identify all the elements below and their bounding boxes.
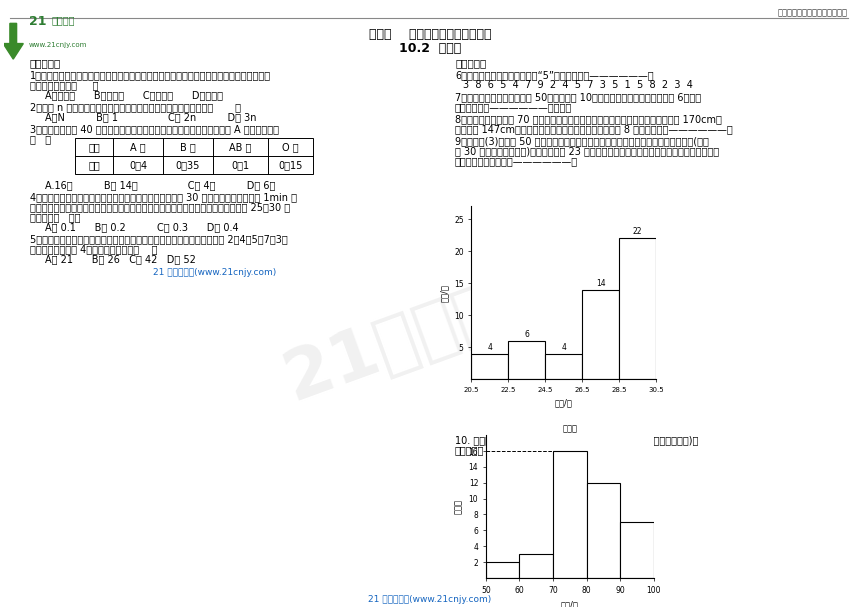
Text: 10. 如图是某班学生的一次考试成绩的频数分布直方图(每组数据含最小値，不含最大値)，: 10. 如图是某班学生的一次考试成绩的频数分布直方图(每组数据含最小値，不含最大… <box>455 435 698 445</box>
Text: 9．九年级(3)班共有 50 名同学，下图是该班一次体育模拟测试成绩的频数分布直方图(满分: 9．九年级(3)班共有 50 名同学，下图是该班一次体育模拟测试成绩的频数分布直… <box>455 136 709 146</box>
Bar <box>508 341 545 379</box>
Text: 8．对某中学同年龄的 70 名女学生的身高进行测量，得到一组数据，其中最大値是 170cm，: 8．对某中学同年龄的 70 名女学生的身高进行测量，得到一组数据，其中最大値是 … <box>455 114 722 124</box>
Text: A、 21      B、 26   C、 42   D、 52: A、 21 B、 26 C、 42 D、 52 <box>45 254 196 264</box>
Text: 中小学教育资源及组卷应用平台: 中小学教育资源及组卷应用平台 <box>778 8 848 17</box>
Bar <box>519 554 553 578</box>
Text: A、N          B、 1                C、 2n          D、 3n: A、N B、 1 C、 2n D、 3n <box>45 112 256 122</box>
Text: 6．在下面的一组数据中，数字“5”出现的频率是——————。: 6．在下面的一组数据中，数字“5”出现的频率是——————。 <box>455 70 654 80</box>
Bar <box>582 290 619 379</box>
Text: 4．某校为了了解九年级学生的体能情况，随机抽查了其中 30 名学生，测试了他们做 1min 仰: 4．某校为了了解九年级学生的体能情况，随机抽查了其中 30 名学生，测试了他们做… <box>30 192 297 202</box>
Text: 这组数据分成——————个小组。: 这组数据分成——————个小组。 <box>455 102 572 112</box>
Text: 14: 14 <box>596 279 605 288</box>
X-axis label: 成绩/分: 成绩/分 <box>561 600 579 607</box>
Bar <box>545 354 582 379</box>
Text: 4: 4 <box>562 343 566 352</box>
Text: B 型: B 型 <box>180 142 196 152</box>
Bar <box>75 138 313 174</box>
Text: 3．王老师对本班 40 名学生的血型作了统计，列出如下的统计表，则本班 A 型血的人数是: 3．王老师对本班 40 名学生的血型作了统计，列出如下的统计表，则本班 A 型血… <box>30 124 279 134</box>
Text: 若第一小组频数为 4，则数据总个数为（    ）: 若第一小组频数为 4，则数据总个数为（ ） <box>30 244 157 254</box>
Bar <box>471 354 508 379</box>
Text: 0．15: 0．15 <box>279 160 303 170</box>
Y-axis label: 学生数: 学生数 <box>454 499 463 514</box>
Text: 数据时，应采用（     ）: 数据时，应采用（ ） <box>30 80 99 90</box>
Text: 占全班人数的百分比是——————。: 占全班人数的百分比是——————。 <box>455 156 578 166</box>
Text: O 型: O 型 <box>282 142 298 152</box>
X-axis label: 成绩/分: 成绩/分 <box>555 399 573 407</box>
Y-axis label: 频数/人: 频数/人 <box>439 284 448 302</box>
Text: 6: 6 <box>525 330 529 339</box>
Text: 21 世纪教育网(www.21cnjy.com): 21 世纪教育网(www.21cnjy.com) <box>368 595 492 604</box>
Text: 3  8  6  5  4  7  9  2  4  5  7  3  5  1  5  8  2  3  4: 3 8 6 5 4 7 9 2 4 5 7 3 5 1 5 8 2 3 4 <box>463 80 693 90</box>
Text: 21世纪教育网: 21世纪教育网 <box>275 246 585 414</box>
Text: 0．1: 0．1 <box>231 160 249 170</box>
Text: 4: 4 <box>488 343 492 352</box>
Text: 0．35: 0．35 <box>175 160 200 170</box>
Text: A.16人          B、 14人                C、 4人          D、 6人: A.16人 B、 14人 C、 4人 D、 6人 <box>45 180 275 190</box>
Text: 组别: 组别 <box>88 142 100 152</box>
Text: 卧起坐的次数，并制成了如图所示的频数分布直方图，根据图示计算仰卧起坐次数在 25～30 次: 卧起坐的次数，并制成了如图所示的频数分布直方图，根据图示计算仰卧起坐次数在 25… <box>30 202 290 212</box>
Text: 最小値是 147cm，对这组数据进行整理时，打算把它分成 8 组，则组距是——————。: 最小値是 147cm，对这组数据进行整理时，打算把它分成 8 组，则组距是———… <box>455 124 733 134</box>
Text: 1．为了观察某一周天气的变化趋势，将每天的平均气温记录下来，对数据进行整理，在描述: 1．为了观察某一周天气的变化趋势，将每天的平均气温记录下来，对数据进行整理，在描… <box>30 70 271 80</box>
Bar <box>587 483 620 578</box>
Text: 5．频数分布直方图由几个小矩形组成，且从左到右五个小矩形的高的比为 2：4：5：7：3，: 5．频数分布直方图由几个小矩形组成，且从左到右五个小矩形的高的比为 2：4：5：… <box>30 234 288 244</box>
Text: 一、选择题: 一、选择题 <box>30 58 61 68</box>
Text: 世纪教育: 世纪教育 <box>52 15 75 25</box>
Bar <box>619 239 656 379</box>
Title: 学生数: 学生数 <box>562 424 577 433</box>
Bar <box>553 451 587 578</box>
Text: 0．4: 0．4 <box>129 160 147 170</box>
Text: 为 30 分，成绩均为整数)，若将不低于 23 分的成绩评为合格，则该班此次成绩达到合格的同学: 为 30 分，成绩均为整数)，若将不低于 23 分的成绩评为合格，则该班此次成绩… <box>455 146 719 156</box>
Text: A、条形图      B、折线图      C、扇形图      D、直方图: A、条形图 B、折线图 C、扇形图 D、直方图 <box>45 90 223 100</box>
Text: A 型: A 型 <box>130 142 146 152</box>
Text: A、 0.1      B、 0.2          C、 0.3      D、 0.4: A、 0.1 B、 0.2 C、 0.3 D、 0.4 <box>45 222 238 232</box>
FancyArrow shape <box>3 23 23 59</box>
Bar <box>620 523 654 578</box>
Text: 的频率是（   ）。: 的频率是（ ）。 <box>30 212 81 222</box>
Text: 21: 21 <box>29 15 46 28</box>
Text: 10.2  直方图: 10.2 直方图 <box>399 42 461 55</box>
Text: www.21cnjy.com: www.21cnjy.com <box>29 42 87 48</box>
Bar <box>486 562 519 578</box>
Text: （   ）: （ ） <box>30 134 51 144</box>
Text: 21 世纪教育网(www.21cnjy.com): 21 世纪教育网(www.21cnjy.com) <box>153 268 277 277</box>
Text: 二、填空题: 二、填空题 <box>455 58 486 68</box>
Text: 频率: 频率 <box>88 160 100 170</box>
Text: 22: 22 <box>633 228 642 237</box>
Text: 7．已知一组数据的最大値是 50，最小値是 10，在列频数分布时，若取组距为 6，应把: 7．已知一组数据的最大値是 50，最小値是 10，在列频数分布时，若取组距为 6… <box>455 92 701 102</box>
Text: 第十章    数据的收集、整理与描述: 第十章 数据的收集、整理与描述 <box>369 28 491 41</box>
Text: AB 型: AB 型 <box>230 142 252 152</box>
Text: 由图可知：: 由图可知： <box>455 445 484 455</box>
Text: 2．在对 n 个数据进行整理的频数分布表中，各组的频数之和等于（       ）: 2．在对 n 个数据进行整理的频数分布表中，各组的频数之和等于（ ） <box>30 102 241 112</box>
